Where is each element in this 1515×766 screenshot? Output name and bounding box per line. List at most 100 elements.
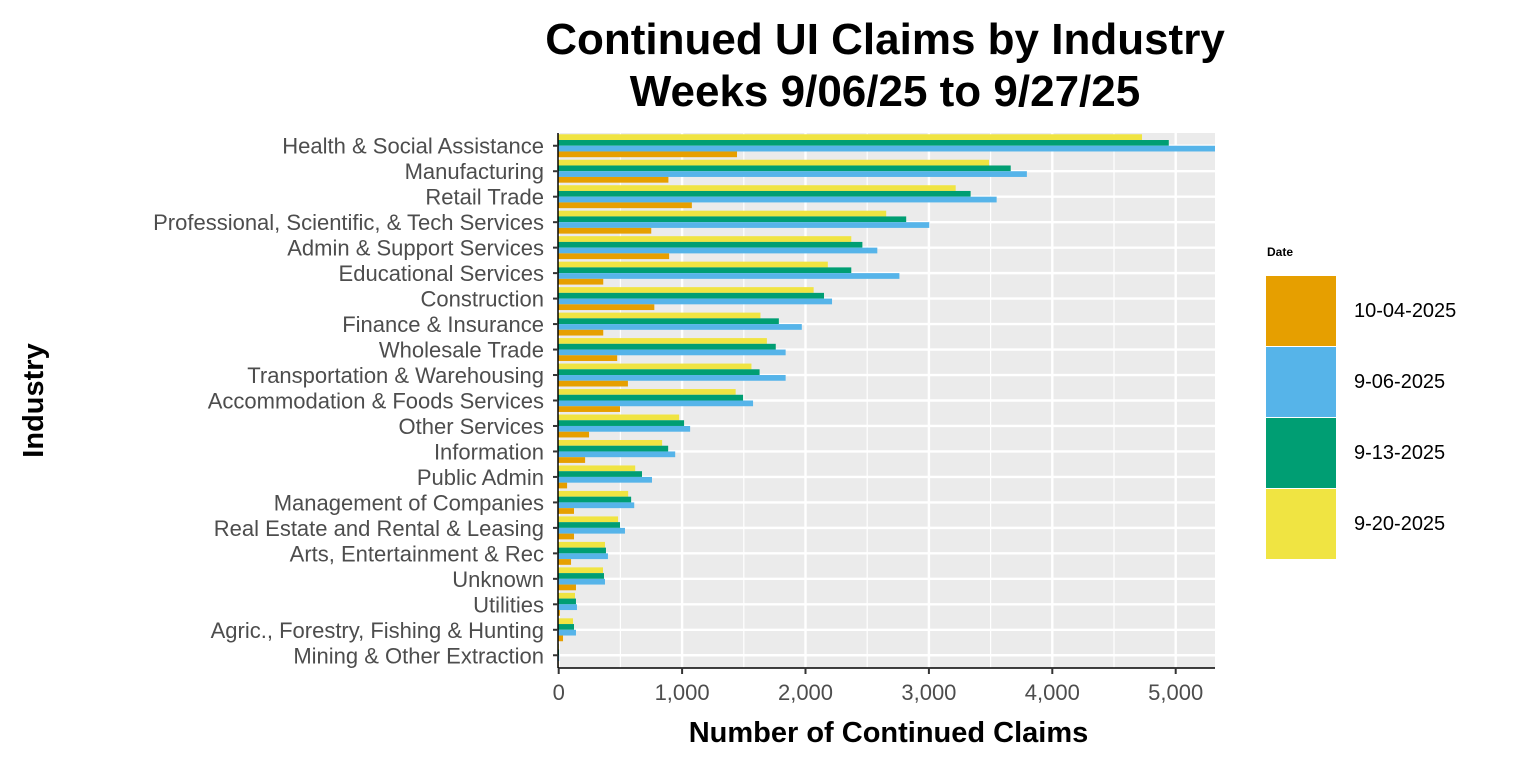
bar xyxy=(558,425,691,432)
bar xyxy=(558,216,907,223)
bar xyxy=(558,349,786,356)
bar xyxy=(558,516,619,523)
bar xyxy=(558,465,636,472)
bar xyxy=(558,318,779,325)
bar xyxy=(558,471,642,477)
y-tick-label: Public Admin xyxy=(417,465,544,490)
bar xyxy=(558,273,900,279)
bar xyxy=(558,202,692,209)
bar xyxy=(558,567,604,574)
y-tick-label: Educational Services xyxy=(339,261,544,286)
y-tick-label: Other Services xyxy=(399,414,545,439)
bar xyxy=(558,482,568,489)
bar xyxy=(558,355,618,362)
chart-title: Continued UI Claims by Industry xyxy=(545,15,1225,64)
y-tick-label: Manufacturing xyxy=(405,159,544,184)
y-tick-label: Professional, Scientific, & Tech Service… xyxy=(153,210,544,235)
bar xyxy=(558,222,930,228)
bar xyxy=(558,457,586,463)
legend-swatch xyxy=(1266,276,1336,346)
bar xyxy=(558,578,605,585)
x-tick-label: 3,000 xyxy=(901,680,956,705)
bar xyxy=(558,227,652,234)
chart-subtitle: Weeks 9/06/25 to 9/27/25 xyxy=(629,67,1141,116)
bar xyxy=(558,159,989,166)
bar xyxy=(558,635,564,642)
legend-label: 9-06-2025 xyxy=(1354,371,1446,393)
bar xyxy=(558,210,887,217)
bar xyxy=(558,610,560,616)
axes xyxy=(553,133,1215,674)
bar xyxy=(558,592,575,599)
legend-title: Date xyxy=(1267,245,1294,259)
x-axis-title: Number of Continued Claims xyxy=(689,717,1089,749)
bars xyxy=(558,134,1215,667)
bar xyxy=(558,547,606,554)
bar xyxy=(558,573,604,579)
bar xyxy=(558,618,574,625)
bar xyxy=(558,451,676,458)
bar xyxy=(558,604,577,611)
bar xyxy=(558,439,663,446)
bar xyxy=(558,369,760,376)
bar xyxy=(558,553,608,560)
bar xyxy=(558,287,814,293)
y-axis-title: Industry xyxy=(18,343,50,457)
y-tick-label: Utilities xyxy=(473,592,544,617)
y-tick-labels: Health & Social AssistanceManufacturingR… xyxy=(153,134,544,669)
x-tick-label: 4,000 xyxy=(1025,680,1080,705)
bar xyxy=(558,559,572,565)
y-tick-label: Construction xyxy=(420,287,544,312)
bar xyxy=(558,598,576,605)
y-tick-label: Health & Social Assistance xyxy=(282,134,544,159)
bar xyxy=(558,171,1027,177)
legend-label: 10-04-2025 xyxy=(1354,300,1457,322)
y-tick-label: Mining & Other Extraction xyxy=(293,643,544,668)
bar xyxy=(558,527,625,534)
bar xyxy=(558,236,852,242)
bar xyxy=(558,247,878,254)
y-tick-label: Unknown xyxy=(452,567,544,592)
bar xyxy=(558,380,628,387)
bar xyxy=(558,508,575,514)
bar xyxy=(558,502,635,509)
bar xyxy=(558,324,802,330)
legend-item: 9-06-2025 xyxy=(1266,347,1486,417)
bar xyxy=(558,145,1215,152)
bar xyxy=(558,329,604,336)
bar xyxy=(558,445,669,452)
bar xyxy=(558,394,744,401)
bar xyxy=(558,185,956,191)
bar xyxy=(558,389,736,395)
bar xyxy=(558,196,997,203)
x-tick-labels: 0 1,000 2,000 3,000 4,000 5,000 xyxy=(553,680,1204,705)
bar xyxy=(558,522,621,528)
bar xyxy=(558,190,971,197)
y-tick-label: Arts, Entertainment & Rec xyxy=(290,541,544,566)
legend-swatch xyxy=(1266,489,1336,559)
bar xyxy=(558,375,786,381)
x-tick-label: 0 xyxy=(553,680,565,705)
y-tick-label: Retail Trade xyxy=(425,185,544,210)
legend-swatch xyxy=(1266,418,1336,488)
bar xyxy=(558,414,680,421)
y-tick-label: Information xyxy=(434,439,544,464)
bar xyxy=(558,400,754,407)
bar xyxy=(558,420,685,426)
bar xyxy=(558,541,605,548)
legend-item: 9-13-2025 xyxy=(1266,418,1486,488)
y-tick-label: Finance & Insurance xyxy=(342,312,544,337)
bar xyxy=(558,343,776,350)
bar xyxy=(558,490,629,497)
bar xyxy=(558,431,590,438)
bar xyxy=(558,496,632,503)
bar xyxy=(558,298,833,305)
y-tick-label: Wholesale Trade xyxy=(379,338,544,363)
bar xyxy=(558,533,575,540)
bar xyxy=(558,140,1169,146)
bar xyxy=(558,624,575,630)
y-tick-label: Agric., Forestry, Fishing & Hunting xyxy=(211,618,544,643)
legend-item: 10-04-2025 xyxy=(1266,276,1486,346)
legend-label: 9-20-2025 xyxy=(1354,513,1446,535)
